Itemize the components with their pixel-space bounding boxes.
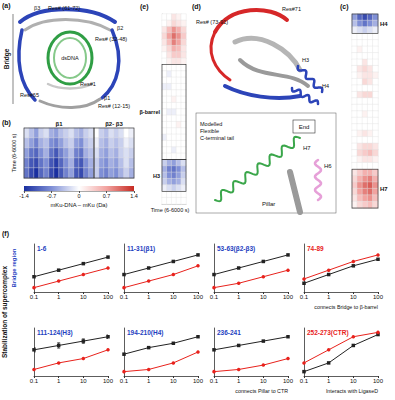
- svg-text:(d): (d): [192, 3, 201, 11]
- svg-text:100: 100: [373, 294, 384, 300]
- svg-text:0.1: 0.1: [300, 294, 309, 300]
- svg-text:Interacts with LigaseD: Interacts with LigaseD: [326, 388, 378, 394]
- svg-text:1: 1: [327, 294, 331, 300]
- svg-text:H7: H7: [303, 145, 311, 151]
- svg-text:(a): (a): [2, 2, 11, 10]
- svg-text:Time (6-6000 s): Time (6-6000 s): [11, 134, 17, 173]
- svg-text:1.4: 1.4: [130, 193, 138, 199]
- svg-text:194-210(H4): 194-210(H4): [127, 329, 164, 337]
- svg-text:0.1: 0.1: [30, 294, 39, 300]
- svg-text:Time (6-6000 s): Time (6-6000 s): [151, 207, 190, 213]
- svg-text:0.1: 0.1: [210, 378, 219, 384]
- svg-text:β1: β1: [104, 95, 110, 101]
- svg-text:0.7: 0.7: [103, 193, 111, 199]
- svg-text:H3: H3: [153, 173, 160, 179]
- svg-text:100: 100: [373, 378, 384, 384]
- svg-text:0.1: 0.1: [300, 378, 309, 384]
- svg-text:10: 10: [260, 378, 267, 384]
- svg-text:236-241: 236-241: [217, 329, 241, 336]
- svg-text:connects Bridge to β-barrel: connects Bridge to β-barrel: [314, 304, 378, 310]
- svg-text:1: 1: [147, 378, 151, 384]
- svg-text:H6: H6: [324, 163, 332, 169]
- svg-text:Modelled: Modelled: [200, 121, 222, 127]
- svg-text:C-terminal tail: C-terminal tail: [200, 135, 234, 141]
- svg-text:Res#1: Res#1: [80, 81, 96, 87]
- svg-text:Res#71: Res#71: [282, 6, 301, 12]
- svg-text:10: 10: [80, 378, 87, 384]
- svg-text:-0.7: -0.7: [47, 193, 56, 199]
- svg-text:0.1: 0.1: [120, 294, 129, 300]
- svg-text:-1.4: -1.4: [19, 193, 28, 199]
- svg-text:11-31(β1): 11-31(β1): [127, 245, 155, 253]
- svg-text:10: 10: [80, 294, 87, 300]
- svg-text:H3: H3: [302, 57, 309, 63]
- svg-text:(f): (f): [2, 230, 9, 238]
- svg-text:1: 1: [57, 378, 61, 384]
- svg-text:10: 10: [170, 378, 177, 384]
- svg-text:(b): (b): [2, 119, 11, 127]
- svg-text:mKu-DNA – mKu (Da): mKu-DNA – mKu (Da): [50, 202, 107, 208]
- svg-text:β2- β3: β2- β3: [105, 121, 123, 127]
- svg-text:Res# (12-15): Res# (12-15): [98, 103, 130, 109]
- svg-text:H7: H7: [380, 186, 388, 192]
- svg-text:Flexible: Flexible: [200, 128, 219, 134]
- svg-text:Bridge region: Bridge region: [11, 248, 17, 287]
- svg-text:0: 0: [77, 193, 80, 199]
- svg-text:100: 100: [103, 378, 114, 384]
- svg-text:74-89: 74-89: [307, 245, 324, 252]
- svg-text:Stabilization of supercomplex: Stabilization of supercomplex: [1, 266, 9, 358]
- svg-text:β-barrel: β-barrel: [140, 109, 161, 115]
- svg-text:53-63(β2-β3): 53-63(β2-β3): [217, 245, 255, 253]
- svg-text:Bridge: Bridge: [3, 48, 11, 69]
- svg-text:10: 10: [350, 378, 357, 384]
- svg-text:β1: β1: [56, 121, 64, 127]
- svg-text:100: 100: [283, 294, 294, 300]
- svg-text:H4: H4: [380, 21, 388, 27]
- svg-text:(e): (e): [140, 3, 149, 11]
- svg-text:Res# (73-91): Res# (73-91): [196, 19, 228, 25]
- svg-text:1: 1: [327, 378, 331, 384]
- svg-text:β2: β2: [117, 25, 123, 31]
- svg-text:0.1: 0.1: [120, 378, 129, 384]
- svg-text:10: 10: [170, 294, 177, 300]
- svg-text:(c): (c): [340, 3, 349, 11]
- svg-text:1: 1: [147, 294, 151, 300]
- svg-text:252-273(CTR): 252-273(CTR): [307, 329, 349, 337]
- svg-text:10: 10: [350, 294, 357, 300]
- svg-text:1: 1: [57, 294, 61, 300]
- svg-text:Res#65: Res#65: [20, 92, 39, 98]
- svg-text:111-124(H3): 111-124(H3): [37, 329, 73, 337]
- svg-text:100: 100: [103, 294, 114, 300]
- svg-text:connects Pillar to CTR: connects Pillar to CTR: [235, 388, 288, 394]
- svg-text:Pillar: Pillar: [262, 201, 275, 207]
- svg-text:0.1: 0.1: [210, 294, 219, 300]
- svg-text:1-6: 1-6: [37, 245, 47, 252]
- svg-text:Res# (32-48): Res# (32-48): [95, 36, 127, 42]
- svg-text:1: 1: [237, 378, 241, 384]
- svg-text:100: 100: [193, 294, 204, 300]
- svg-text:H4: H4: [322, 83, 329, 89]
- svg-text:dsDNA: dsDNA: [61, 55, 79, 61]
- svg-text:Res# (61-72): Res# (61-72): [48, 5, 80, 11]
- svg-text:10: 10: [260, 294, 267, 300]
- svg-text:0.1: 0.1: [30, 378, 39, 384]
- svg-text:1: 1: [237, 294, 241, 300]
- svg-text:End: End: [299, 124, 310, 130]
- svg-text:100: 100: [283, 378, 294, 384]
- svg-text:100: 100: [193, 378, 204, 384]
- svg-text:β3: β3: [34, 5, 40, 11]
